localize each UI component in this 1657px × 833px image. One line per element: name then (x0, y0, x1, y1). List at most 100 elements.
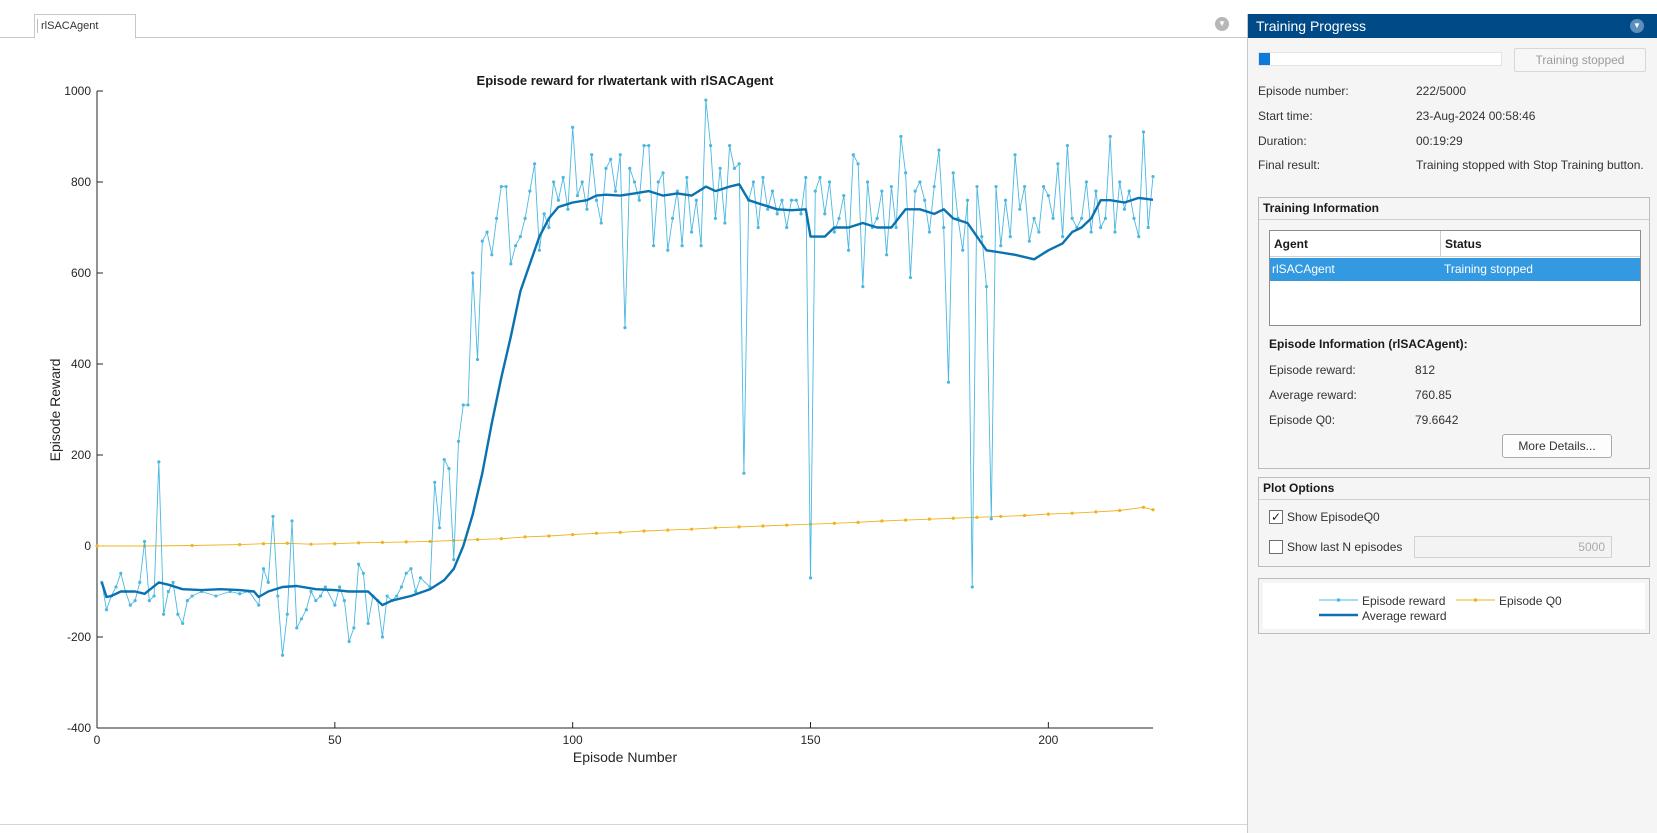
data-point-episode-reward (613, 189, 618, 193)
data-point-episode-reward (651, 244, 656, 248)
data-point-episode-q0 (404, 540, 408, 544)
data-point-episode-reward (475, 357, 480, 362)
data-point-episode-reward (1056, 162, 1060, 166)
data-point-episode-reward (923, 198, 927, 202)
data-point-episode-reward (1051, 216, 1055, 220)
data-point-episode-q0 (856, 520, 860, 524)
data-point-episode-q0 (1118, 508, 1122, 513)
data-point-episode-q0 (975, 515, 979, 519)
data-point-episode-q0 (1151, 508, 1155, 512)
data-point-episode-q0 (1070, 511, 1074, 515)
data-point-episode-reward (171, 580, 175, 584)
y-axis-title: Episode Reward (47, 359, 63, 462)
data-point-episode-reward (699, 244, 703, 248)
data-point-episode-q0 (761, 524, 765, 528)
data-point-episode-q0 (1094, 510, 1098, 514)
data-point-episode-reward (385, 594, 389, 598)
data-point-episode-reward (642, 144, 646, 148)
data-point-episode-reward (119, 571, 123, 575)
data-point-episode-q0 (880, 519, 884, 523)
data-point-episode-reward (989, 517, 993, 521)
data-point-episode-reward (552, 180, 556, 184)
training-stopped-button[interactable]: Training stopped (1514, 48, 1646, 72)
last-n-episodes-input[interactable]: 5000 (1414, 536, 1612, 558)
duration-value: 00:19:29 (1416, 134, 1463, 148)
data-point-episode-reward (285, 612, 289, 616)
data-point-episode-reward (366, 621, 370, 625)
data-point-episode-reward (556, 198, 561, 202)
data-point-episode-reward (185, 599, 189, 603)
show-episodeq0-checkbox[interactable]: ✓ (1269, 510, 1283, 524)
data-point-episode-reward (580, 180, 584, 184)
data-point-episode-reward (942, 225, 946, 230)
data-point-episode-reward (837, 216, 841, 220)
data-point-episode-reward (404, 571, 408, 575)
data-point-episode-reward (994, 184, 998, 189)
tab-rlsacagent[interactable]: rlSACAgent (34, 14, 136, 39)
table-row[interactable]: rlSACAgent Training stopped (1270, 258, 1640, 281)
data-point-episode-reward (813, 189, 817, 193)
data-point-episode-reward (818, 175, 822, 180)
data-point-episode-reward (599, 221, 603, 225)
data-point-episode-reward (190, 594, 194, 598)
data-point-episode-reward (1013, 153, 1017, 157)
data-point-episode-reward (257, 603, 261, 607)
data-point-episode-reward (785, 225, 789, 230)
data-point-episode-reward (623, 326, 627, 330)
data-point-episode-reward (932, 184, 936, 189)
data-point-episode-q0 (618, 530, 622, 534)
data-point-episode-reward (628, 166, 632, 170)
data-point-episode-reward (442, 457, 446, 462)
circle-chevron-down-icon[interactable]: ▼ (1215, 17, 1229, 31)
series-line-episode-reward (101, 99, 1154, 656)
panel-title: Training Progress (1256, 18, 1366, 34)
legend-episode-q0-marker (1473, 598, 1478, 602)
data-point-episode-reward (937, 148, 941, 152)
episode-number-value: 222/5000 (1416, 84, 1467, 98)
data-point-episode-reward (1008, 235, 1012, 239)
data-point-episode-reward (347, 639, 351, 644)
data-point-episode-reward (485, 230, 489, 234)
data-point-episode-reward (694, 198, 698, 202)
data-point-episode-reward (908, 275, 913, 280)
legend-swatches (1319, 598, 1495, 617)
show-last-n-episodes-checkbox[interactable] (1269, 540, 1283, 554)
data-point-episode-reward (865, 180, 870, 184)
data-point-episode-reward (604, 166, 608, 170)
data-point-episode-reward (490, 253, 494, 257)
more-details-button[interactable]: More Details... (1502, 434, 1612, 458)
episode-number-label: Episode number: (1258, 84, 1349, 98)
data-point-episode-reward (1103, 216, 1108, 220)
data-point-episode-reward (590, 153, 594, 157)
data-point-episode-reward (999, 244, 1003, 248)
data-point-episode-reward (670, 216, 675, 220)
circle-chevron-down-icon[interactable]: ▼ (1630, 19, 1644, 33)
data-point-episode-reward (899, 134, 903, 139)
data-point-episode-reward (575, 194, 580, 198)
plot-options-group: Plot Options ✓ Show EpisodeQ0 Show last … (1258, 477, 1650, 567)
data-point-episode-reward (975, 184, 979, 189)
agent-table: Agent Status rlSACAgent Training stopped (1269, 230, 1641, 326)
data-point-episode-q0 (357, 541, 361, 545)
data-point-episode-reward (276, 594, 280, 598)
legend-box: Episode reward Episode Q0 Average reward (1258, 578, 1650, 634)
legend-episode-reward: Episode reward (1362, 594, 1446, 608)
data-point-episode-q0 (238, 543, 242, 547)
data-point-episode-reward (461, 403, 465, 407)
data-point-episode-reward (1137, 235, 1141, 239)
training-information-group: Training Information Agent Status rlSACA… (1258, 197, 1650, 469)
series-line-average-reward (100, 183, 1154, 607)
data-point-episode-q0 (571, 533, 575, 537)
y-tick-label: 600 (71, 266, 91, 280)
data-point-episode-reward (238, 592, 242, 596)
data-point-episode-reward (775, 212, 779, 216)
column-header-status[interactable]: Status (1441, 231, 1640, 257)
y-tick-label: -400 (67, 721, 91, 735)
data-point-episode-reward (751, 180, 756, 184)
data-point-episode-q0 (808, 522, 813, 526)
data-point-episode-reward (946, 380, 951, 384)
data-point-episode-reward (927, 230, 932, 234)
data-point-episode-reward (832, 230, 836, 234)
column-header-agent[interactable]: Agent (1270, 231, 1441, 257)
data-point-episode-reward (666, 248, 670, 252)
